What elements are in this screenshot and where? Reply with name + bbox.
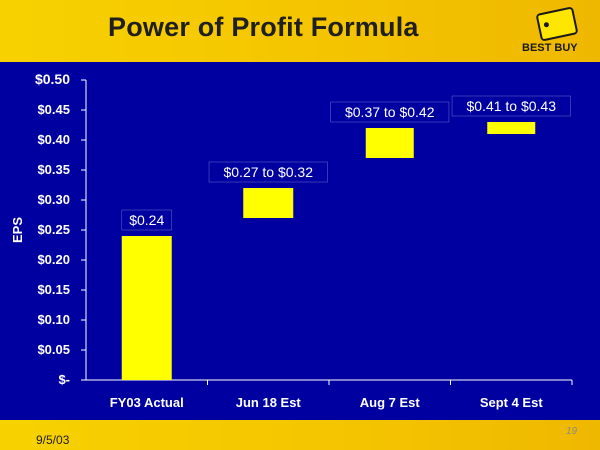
data-label-box [208,161,328,183]
data-label: $0.27 to $0.32 [223,164,313,180]
x-tick-label: FY03 Actual [110,395,184,410]
x-tick-label: Jun 18 Est [236,395,302,410]
slide-date: 9/5/03 [36,433,70,447]
y-tick-label: $0.20 [37,252,70,267]
data-label: $0.41 to $0.43 [466,98,556,114]
bars [121,122,536,380]
slide-footer: 9/5/03 19 [0,420,600,450]
x-axis: FY03 Actual Jun 18 Est Aug 7 Est Sept 4 Est [86,379,573,410]
chart-background [0,62,600,420]
y-tick-label: $0.30 [37,192,70,207]
logo-text: BEST BUY [522,42,578,54]
bar [121,236,172,380]
slide-header: Power of Profit Formula BEST BUY [0,0,600,62]
y-tick-label: $0.50 [35,71,70,87]
data-label-box [121,209,173,231]
data-label: $0.24 [129,212,164,228]
data-label-box [451,95,571,117]
slide-title: Power of Profit Formula [108,12,419,42]
y-tick-label: $0.35 [37,162,70,177]
bar [243,188,294,218]
data-label: $0.37 to $0.42 [345,104,435,120]
y-tick-label: $0.40 [37,132,70,147]
y-axis-title: EPS [10,217,25,243]
y-tick-label: $0.15 [37,282,70,297]
y-tick-label: $0.45 [37,102,70,117]
bar [487,122,536,134]
x-tick-label: Aug 7 Est [360,395,421,410]
x-tick-label: Sept 4 Est [480,395,544,410]
data-label-box [330,101,450,123]
best-buy-logo: BEST BUY [520,6,592,60]
y-axis: $- $0.05 $0.10 $0.15 $0.20 $0.25 $0.30 $0.35 $0.… [35,71,87,387]
y-tick-label: $0.25 [37,222,70,237]
y-tick-label: $- [58,372,70,387]
y-tick-label: $0.10 [37,312,70,327]
data-labels: $0.24 $0.27 to $0.32 $0.37 to $0.42 $0.41 t… [121,95,571,231]
y-tick-label: $0.05 [37,342,70,357]
page-number: 19 [566,426,578,437]
bar [365,128,414,158]
